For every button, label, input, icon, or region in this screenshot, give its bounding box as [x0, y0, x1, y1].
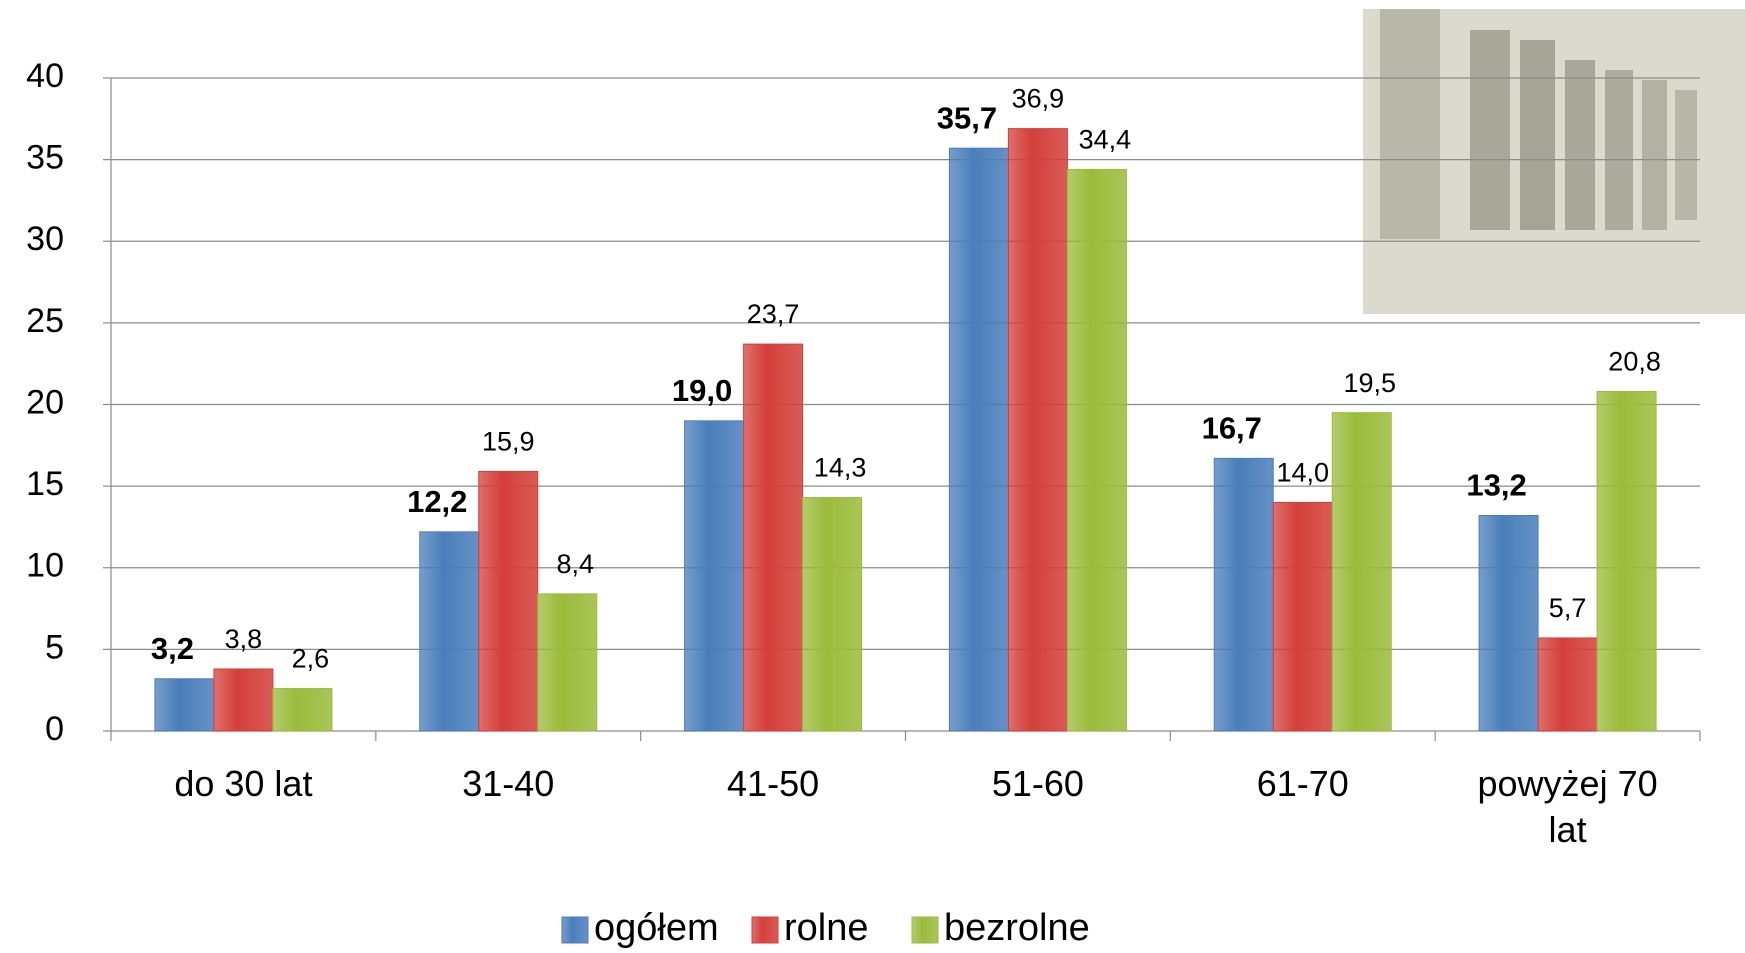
bar [1478, 515, 1539, 732]
value-label: 19,5 [1343, 368, 1396, 398]
value-label: 19,0 [672, 373, 732, 408]
value-label: 5,7 [1549, 593, 1587, 623]
bar [1213, 457, 1274, 732]
legend-swatch [911, 916, 939, 944]
bar [537, 593, 598, 732]
x-tick-label: powyżej 70 lat [1477, 763, 1658, 850]
bar [1007, 128, 1068, 732]
x-tick-label: 61-70 [1256, 763, 1349, 804]
value-label: 36,9 [1012, 84, 1065, 114]
bar [948, 147, 1009, 732]
bar [743, 343, 804, 732]
x-tick-label: 31-40 [462, 763, 555, 804]
y-tick-label: 5 [45, 628, 64, 666]
y-tick-label: 40 [26, 57, 64, 95]
bar [478, 470, 539, 732]
bar [684, 420, 745, 732]
photo [1363, 9, 1745, 314]
bar [1066, 168, 1127, 732]
value-label: 35,7 [937, 100, 997, 135]
value-label: 8,4 [556, 549, 594, 579]
y-tick-label: 30 [26, 220, 64, 258]
value-label: 23,7 [747, 299, 800, 329]
x-tick-label: do 30 lat [174, 763, 313, 804]
bar [1331, 412, 1392, 732]
value-label: 13,2 [1466, 468, 1526, 503]
y-tick-label: 35 [26, 139, 64, 177]
bar [272, 688, 333, 732]
value-label: 34,4 [1079, 125, 1132, 155]
legend-label: ogółem [594, 907, 719, 949]
value-label: 3,2 [151, 631, 194, 666]
value-label: 3,8 [225, 624, 263, 654]
value-label: 14,3 [814, 453, 867, 483]
y-tick-label: 10 [26, 547, 64, 585]
x-tick-label: 51-60 [991, 763, 1084, 804]
value-label: 2,6 [292, 644, 330, 674]
y-tick-label: 20 [26, 383, 64, 421]
y-tick-label: 15 [26, 465, 64, 503]
value-label: 16,7 [1202, 411, 1262, 446]
value-label: 14,0 [1276, 458, 1329, 488]
value-label: 12,2 [407, 484, 467, 519]
legend-label: rolne [784, 907, 869, 949]
y-tick-label: 25 [26, 302, 64, 340]
bar [1272, 501, 1333, 732]
value-label: 15,9 [482, 427, 535, 457]
legend-swatch [751, 916, 779, 944]
value-label: 20,8 [1608, 347, 1661, 377]
legend-label: bezrolne [944, 907, 1090, 949]
x-tick-label: 41-50 [727, 763, 820, 804]
bar [213, 668, 274, 732]
bar [419, 531, 480, 732]
bar [154, 678, 215, 732]
y-tick-label: 0 [45, 710, 64, 748]
bar [1596, 390, 1657, 732]
legend-swatch [561, 916, 589, 944]
bar [1537, 637, 1598, 732]
bar [802, 497, 863, 732]
